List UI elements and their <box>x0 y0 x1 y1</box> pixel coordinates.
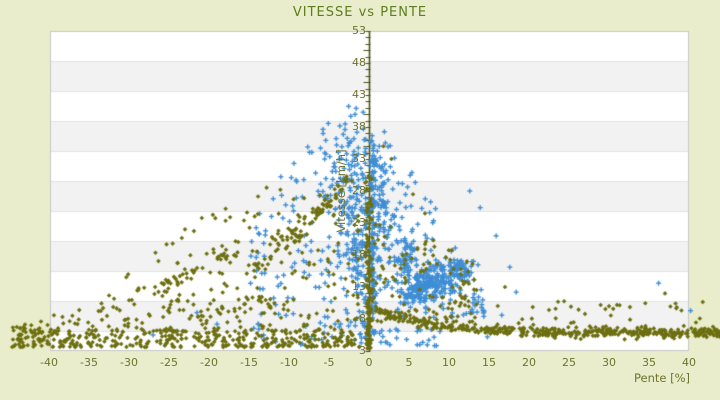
x-tick-label: -25 <box>160 356 178 369</box>
y-tick-label: 8 <box>359 312 366 325</box>
y-tick-label: 23 <box>352 216 366 229</box>
x-tick-label: 35 <box>642 356 656 369</box>
x-tick-label: 5 <box>405 356 413 369</box>
x-tick-label: -5 <box>323 356 335 369</box>
x-tick-label: -15 <box>240 356 258 369</box>
x-axis-title: Pente [%] <box>633 371 690 385</box>
y-tick-label: 28 <box>352 184 366 197</box>
x-tick-label: -40 <box>40 356 58 369</box>
y-tick-label: 43 <box>352 88 366 101</box>
x-tick-label: 0 <box>365 356 373 369</box>
x-tick-label: 10 <box>442 356 456 369</box>
x-tick-label: 40 <box>682 356 696 369</box>
x-tick-label: 25 <box>562 356 576 369</box>
x-tick-label: -30 <box>120 356 138 369</box>
x-tick-label: -20 <box>200 356 218 369</box>
x-tick-label: -10 <box>280 356 298 369</box>
x-tick-label: 20 <box>522 356 536 369</box>
y-tick-label: 48 <box>352 56 366 69</box>
y-tick-label: 33 <box>352 152 366 165</box>
x-tick-label: -35 <box>80 356 98 369</box>
chart-title: VITESSE vs PENTE <box>292 5 428 20</box>
y-tick-label: 38 <box>352 120 366 133</box>
y-tick-label: 53 <box>352 24 366 37</box>
x-tick-label: 30 <box>602 356 616 369</box>
y-tick-label: 3 <box>359 344 366 357</box>
y-tick-label: 13 <box>352 280 366 293</box>
x-tick-label: 15 <box>482 356 496 369</box>
y-axis-title: Vitesse [km/h] <box>334 149 348 233</box>
y-tick-label: 18 <box>352 248 366 261</box>
